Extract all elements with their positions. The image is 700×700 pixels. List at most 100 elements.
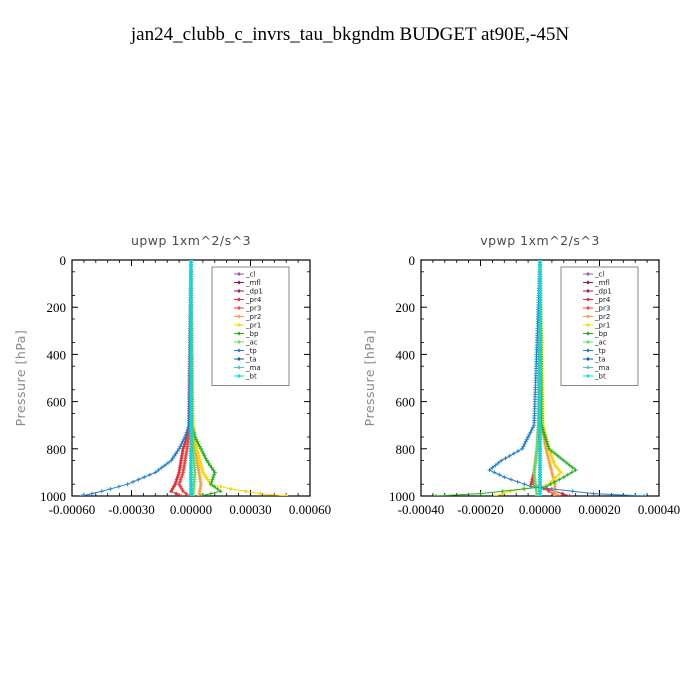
series-point-bt	[538, 347, 542, 352]
series-point-bt	[189, 397, 193, 402]
series-point-bt	[538, 420, 542, 425]
series-point-tp	[527, 432, 532, 437]
series-point-bt	[189, 331, 193, 336]
series-point-bt	[189, 484, 193, 489]
series-point-tp	[570, 489, 575, 494]
series-point-tp	[499, 458, 504, 463]
series-point-ac	[192, 468, 197, 473]
series-point-bt	[189, 406, 193, 411]
series-point-ac	[532, 468, 537, 473]
series-point-ac	[533, 482, 538, 487]
series-point-ac	[535, 444, 540, 449]
series-point-bt	[189, 468, 193, 473]
series-point-bt	[538, 427, 542, 432]
legend-marker	[586, 314, 590, 319]
series-point-bp	[198, 446, 203, 451]
series-point-pr1	[500, 491, 505, 496]
series-point-bt	[538, 331, 542, 336]
series-point-pr2	[552, 494, 557, 496]
legend-marker	[237, 289, 241, 293]
series-point-bt	[189, 404, 193, 409]
series-point-bt	[538, 475, 542, 480]
series-point-ac	[192, 475, 197, 480]
series-point-bt	[538, 272, 542, 277]
series-point-bt	[538, 423, 542, 428]
legend-marker	[237, 374, 241, 378]
series-point-bt	[538, 411, 542, 416]
series-point-bt	[189, 364, 193, 369]
series-point-bt	[538, 442, 542, 447]
y-tick-label: 1000	[40, 489, 66, 504]
series-point-bt	[538, 267, 542, 272]
series-point-bt	[189, 347, 193, 352]
series-point-bt	[189, 321, 193, 326]
x-tick-label: -0.00040	[398, 502, 445, 517]
series-point-bt	[538, 470, 542, 475]
legend-label: _pr2	[245, 313, 261, 321]
series-point-pr4	[174, 491, 179, 496]
series-point-bp	[208, 491, 213, 496]
legend-marker	[586, 365, 590, 370]
series-point-bt	[189, 286, 193, 291]
series-point-bp	[209, 479, 214, 484]
series-point-ac	[533, 456, 538, 461]
series-point-ac	[535, 437, 540, 442]
legend-label: _mfl	[594, 279, 610, 287]
series-point-bt	[538, 446, 542, 451]
series-point-bt	[189, 411, 193, 416]
series-point-bt	[189, 300, 193, 305]
series-point-bt	[538, 340, 542, 345]
series-point-bp	[194, 437, 199, 442]
series-point-bp	[552, 479, 557, 484]
series-point-bt	[538, 376, 542, 380]
series-point-ac	[192, 477, 197, 482]
x-tick-label: 0.00030	[229, 502, 271, 517]
legend-marker	[586, 289, 590, 293]
series-point-pr2	[196, 494, 201, 496]
series-point-bt	[538, 468, 542, 473]
series-point-bt	[538, 319, 542, 324]
y-tick-label: 1000	[389, 489, 415, 504]
series-point-bt	[189, 357, 193, 362]
series-point-bp	[211, 468, 216, 473]
series-point-bt	[538, 359, 542, 364]
series-point-ac	[192, 465, 197, 470]
legend-marker	[237, 340, 241, 344]
legend-label: _bp	[594, 330, 608, 338]
series-point-bt	[538, 413, 542, 418]
series-point-tp	[502, 475, 507, 480]
series-point-bt	[538, 458, 542, 463]
series-point-tp	[487, 468, 492, 473]
series-point-bt	[538, 432, 542, 437]
series-point-bt	[189, 342, 193, 347]
series-point-bt	[538, 293, 542, 298]
series-point-bt	[189, 267, 193, 272]
series-point-bt	[538, 300, 542, 305]
legend-label: _bt	[594, 373, 606, 381]
series-point-bt	[538, 463, 542, 468]
series-point-pr1	[556, 468, 561, 473]
series-point-bp	[544, 439, 549, 444]
series-point-bt	[538, 465, 542, 470]
series-point-ac	[535, 442, 540, 447]
series-point-bt	[538, 321, 542, 326]
series-point-tp	[530, 425, 535, 430]
series-point-bt	[189, 276, 193, 281]
series-point-tp	[183, 435, 188, 439]
series-point-bt	[189, 437, 193, 442]
series-group	[79, 260, 289, 496]
series-point-tp	[162, 463, 167, 468]
series-point-bp	[543, 435, 548, 439]
series-point-bt	[189, 376, 193, 380]
series-point-pr1	[284, 494, 289, 496]
series-point-ac	[191, 482, 196, 487]
series-point-tp	[156, 468, 161, 473]
series-point-bt	[189, 482, 193, 487]
series-point-pr4	[567, 494, 572, 496]
legend-marker	[586, 374, 590, 378]
series-point-tp	[529, 484, 534, 489]
series-point-tp	[528, 430, 533, 435]
series-point-bt	[538, 456, 542, 461]
series-point-tp	[181, 437, 186, 442]
series-point-bp	[478, 491, 483, 496]
